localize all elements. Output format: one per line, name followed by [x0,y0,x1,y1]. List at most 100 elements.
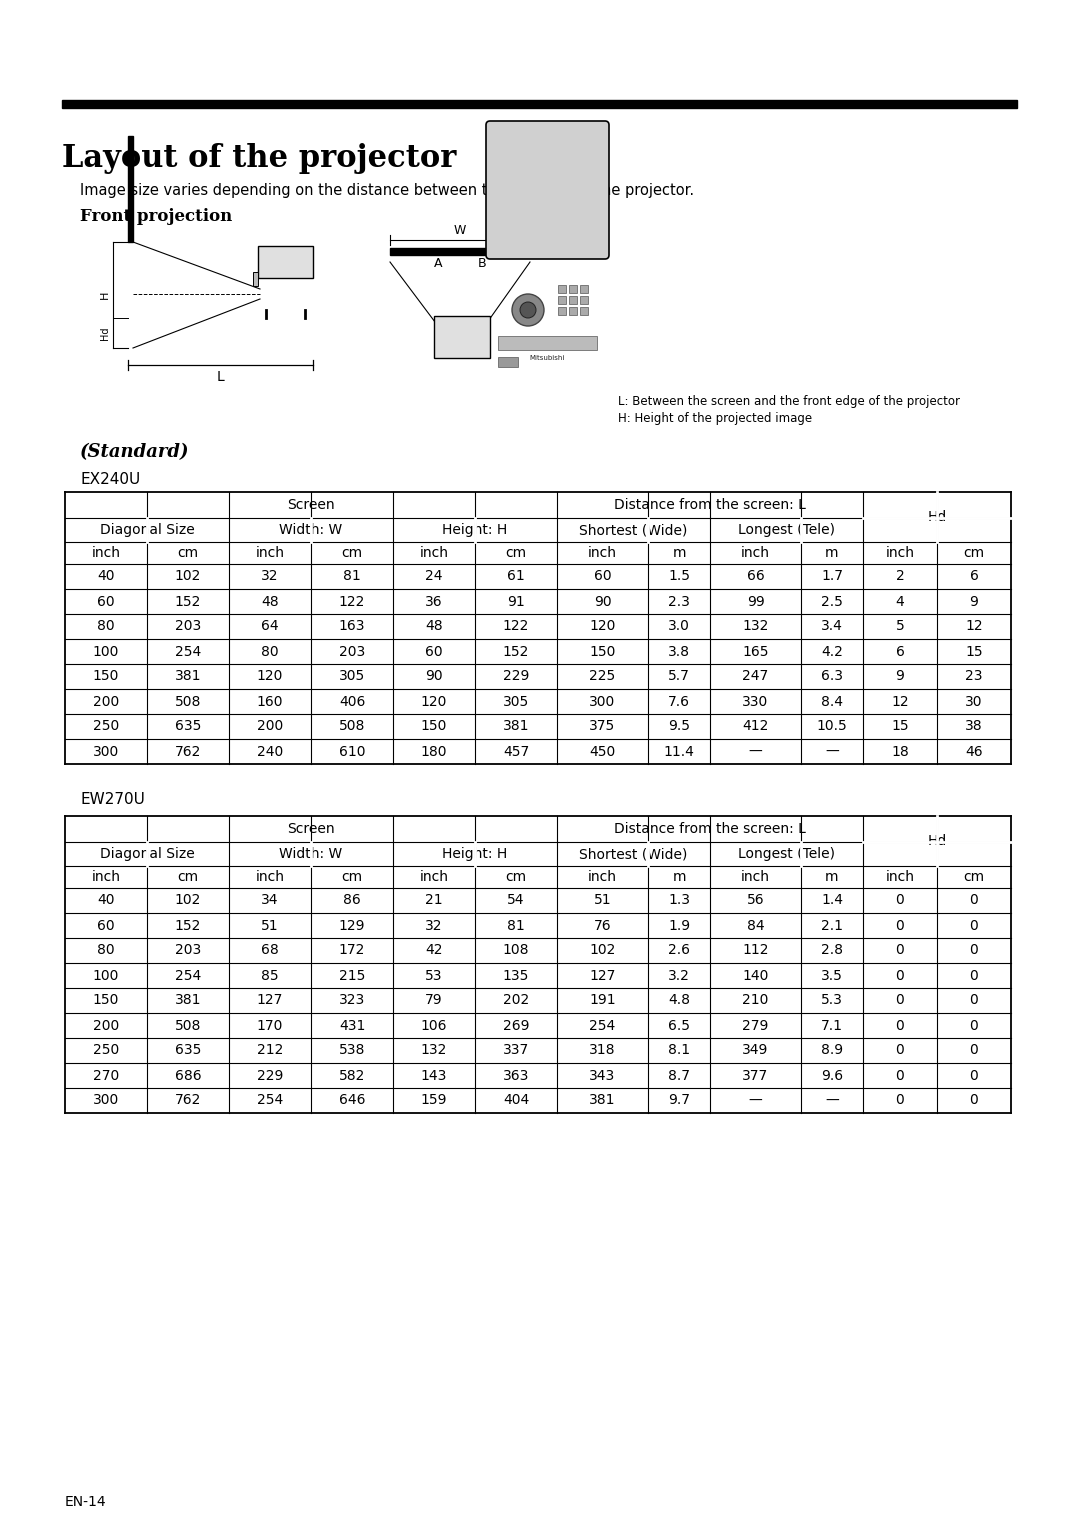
Text: 343: 343 [590,1068,616,1082]
Text: 1.3: 1.3 [669,894,690,908]
Text: 38: 38 [966,720,983,733]
Text: 15: 15 [891,720,908,733]
Text: 254: 254 [175,645,201,659]
Text: inch: inch [256,545,284,559]
Text: inch: inch [588,545,617,559]
Text: 269: 269 [503,1019,529,1033]
Text: 180: 180 [421,744,447,758]
Text: 60: 60 [426,645,443,659]
Text: Hd: Hd [100,327,110,339]
Text: 0: 0 [895,894,904,908]
Text: 132: 132 [742,619,769,634]
Text: 36: 36 [426,594,443,608]
Text: 3.2: 3.2 [669,969,690,983]
Bar [580,286,588,293]
Bar [558,307,566,315]
Text: B: B [477,257,486,270]
Text: 2.6: 2.6 [669,943,690,958]
Text: cm: cm [177,545,199,559]
Text: 0: 0 [895,1094,904,1108]
Text: 21: 21 [426,894,443,908]
Text: 102: 102 [175,894,201,908]
Text: 4.8: 4.8 [669,993,690,1007]
Text: 330: 330 [742,695,769,709]
Text: inch: inch [256,869,284,885]
Text: —: — [748,744,762,758]
Bar [129,136,133,241]
Text: 48: 48 [426,619,443,634]
Text: 203: 203 [339,645,365,659]
Text: 32: 32 [261,570,279,584]
Bar [569,296,577,304]
Text: m: m [825,869,839,885]
Text: 508: 508 [175,695,201,709]
Text: 10.5: 10.5 [816,720,848,733]
Text: 120: 120 [590,619,616,634]
Text: 279: 279 [742,1019,769,1033]
Text: 377: 377 [742,1068,769,1082]
Text: 3.8: 3.8 [669,645,690,659]
Text: 6: 6 [895,645,904,659]
Text: 1.4: 1.4 [821,894,843,908]
Text: 9.5: 9.5 [669,720,690,733]
Text: 1.5: 1.5 [669,570,690,584]
Text: 12: 12 [891,695,908,709]
Text: 337: 337 [503,1044,529,1057]
Text: 54: 54 [508,894,525,908]
Text: 76: 76 [594,918,611,932]
Text: 635: 635 [175,1044,201,1057]
Text: 254: 254 [590,1019,616,1033]
Text: 90: 90 [426,669,443,683]
Bar [558,296,566,304]
Text: 323: 323 [339,993,365,1007]
Text: cm: cm [505,869,527,885]
Text: 2.8: 2.8 [821,943,843,958]
Text: 0: 0 [895,993,904,1007]
Text: 6: 6 [970,570,978,584]
Text: 86: 86 [343,894,361,908]
Text: 1.7: 1.7 [821,570,843,584]
Text: 32: 32 [426,918,443,932]
Text: Height: H: Height: H [443,523,508,536]
Text: Distance from the screen: L: Distance from the screen: L [615,498,806,512]
Text: 80: 80 [261,645,279,659]
Text: 40: 40 [97,570,114,584]
Text: 7.6: 7.6 [669,695,690,709]
Text: inch: inch [419,545,448,559]
Text: 457: 457 [503,744,529,758]
Bar [569,286,577,293]
Bar [558,286,566,293]
Text: 129: 129 [339,918,365,932]
Text: 508: 508 [175,1019,201,1033]
Text: 81: 81 [343,570,361,584]
Circle shape [519,303,536,318]
Text: —: — [748,1094,762,1108]
Text: 0: 0 [895,969,904,983]
Text: 0: 0 [895,1068,904,1082]
Text: cm: cm [341,545,363,559]
Text: 108: 108 [503,943,529,958]
Text: 203: 203 [175,943,201,958]
Text: EW270U: EW270U [80,792,145,807]
Text: 30: 30 [966,695,983,709]
Text: 375: 375 [590,720,616,733]
Bar [253,272,258,286]
Text: 90: 90 [594,594,611,608]
Text: —: — [825,1094,839,1108]
Text: 0: 0 [970,943,978,958]
Text: 91: 91 [508,594,525,608]
Text: 163: 163 [339,619,365,634]
Text: inch: inch [92,545,121,559]
Text: Hd: Hd [928,834,947,848]
Text: inch: inch [741,545,770,559]
Text: m: m [672,869,686,885]
Text: 762: 762 [175,1094,201,1108]
Text: 0: 0 [895,1044,904,1057]
Text: 99: 99 [746,594,765,608]
Text: L: L [216,370,224,384]
Text: 12: 12 [966,619,983,634]
Text: 254: 254 [257,1094,283,1108]
Text: 646: 646 [339,1094,365,1108]
Text: 51: 51 [594,894,611,908]
Text: Shortest (Wide): Shortest (Wide) [579,847,688,860]
